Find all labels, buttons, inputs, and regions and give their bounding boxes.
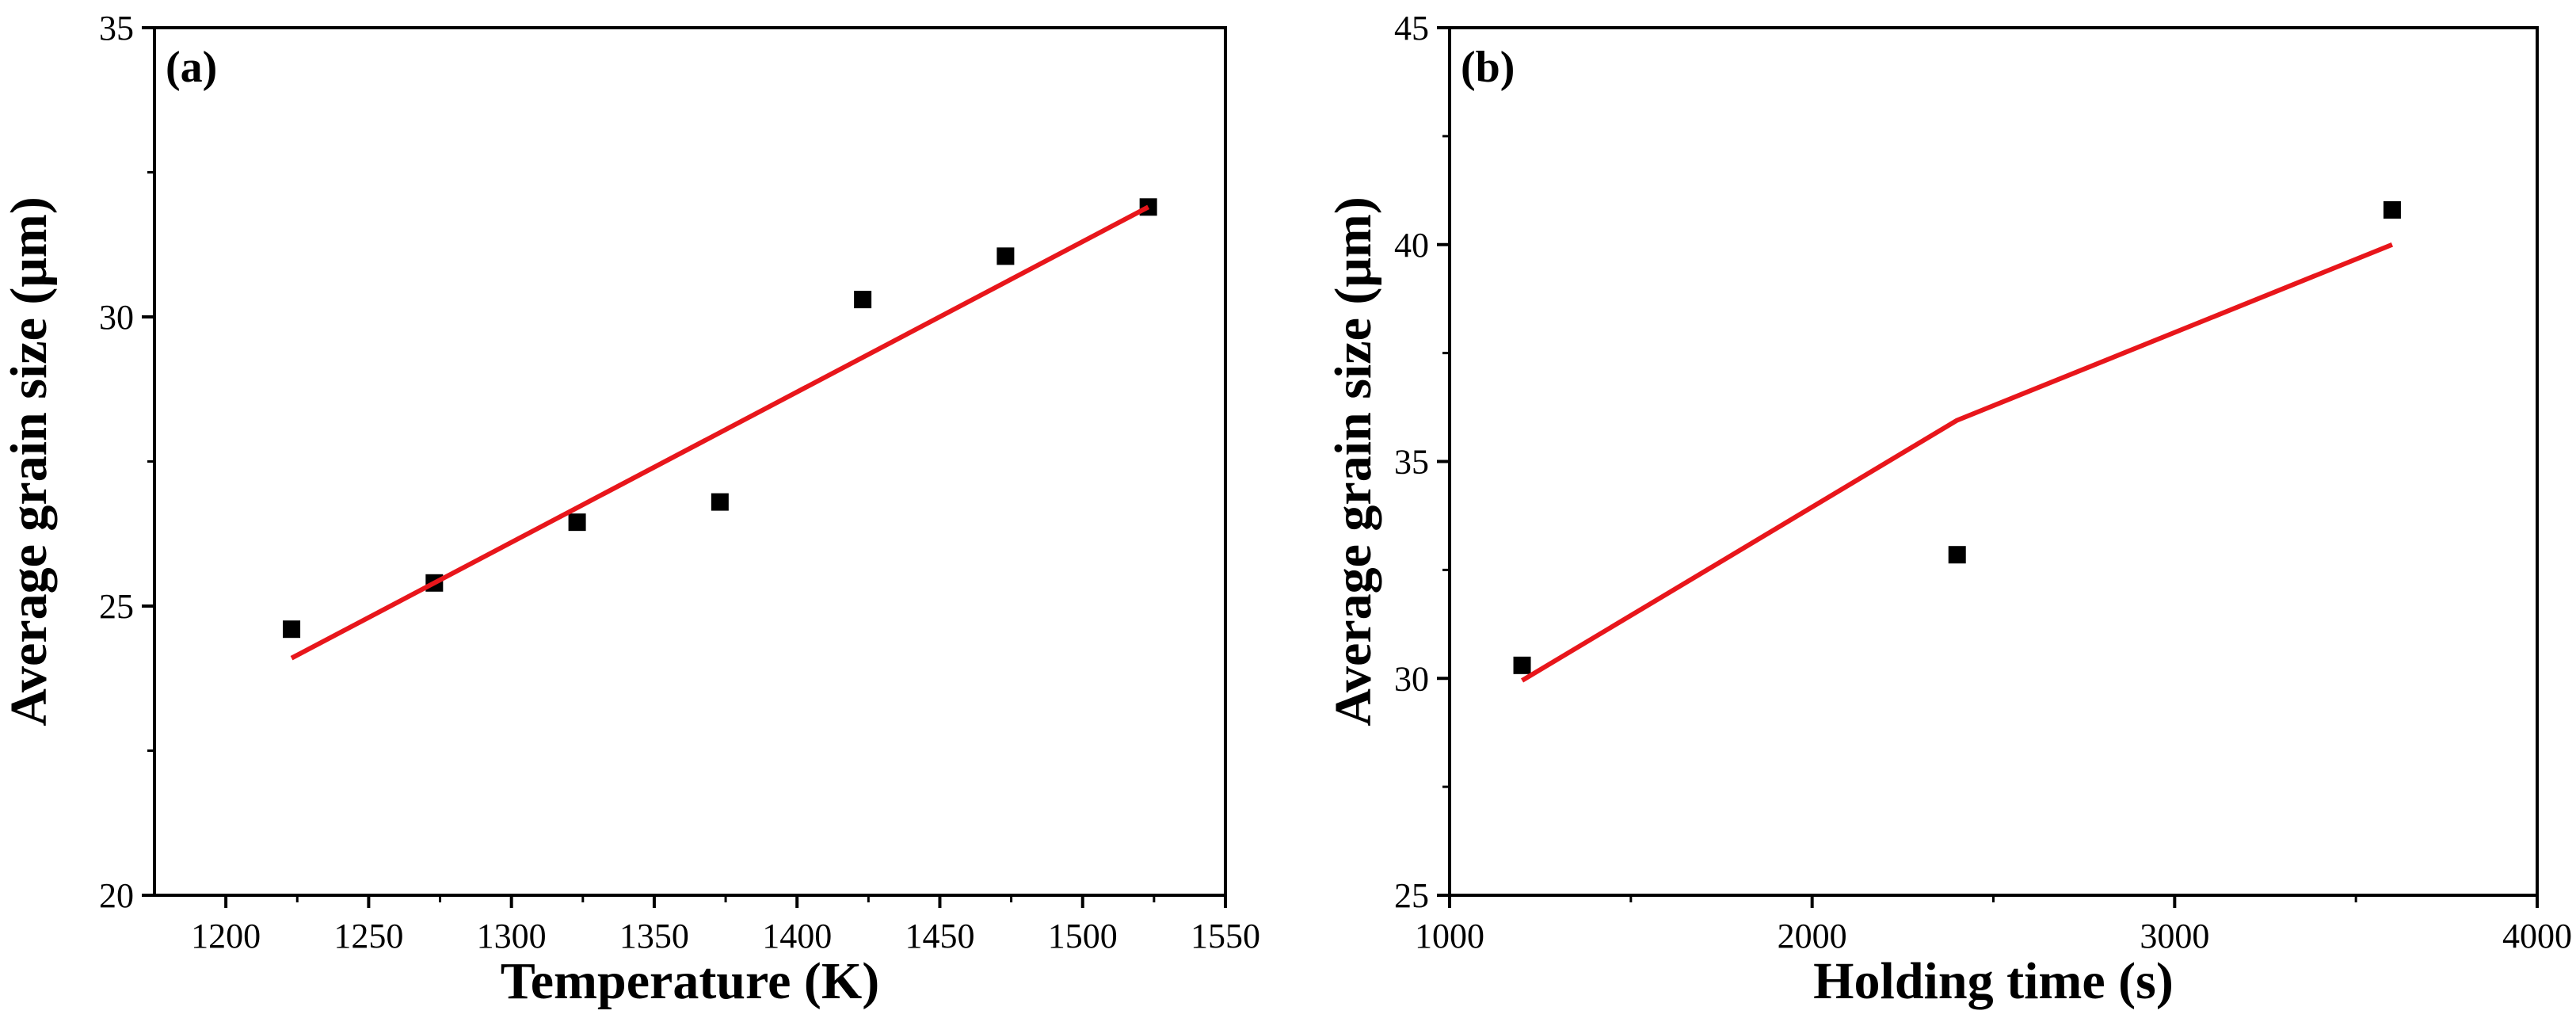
y-tick-label: 25 xyxy=(1394,876,1429,915)
fit-line xyxy=(1520,242,2394,683)
y-tick-label: 20 xyxy=(99,876,134,915)
x-tick-label: 3000 xyxy=(2140,917,2209,955)
data-point-marker xyxy=(1948,546,1966,564)
x-tick-label: 1400 xyxy=(762,917,832,955)
y-tick-label: 25 xyxy=(99,587,134,626)
panel-a-temperature-chart: 1200 1250 1300 1350 1400 1450 1500 1550 20 25 30 35… xyxy=(0,9,1260,1010)
x-axis-title: Temperature (K) xyxy=(501,952,879,1010)
data-point-marker xyxy=(711,493,729,511)
panel-label: (b) xyxy=(1461,43,1515,92)
y-tick-label: 45 xyxy=(1394,9,1429,48)
x-tick-label: 4000 xyxy=(2502,917,2572,955)
data-point-marker xyxy=(568,513,586,532)
x-tick-label: 1200 xyxy=(191,917,261,955)
y-tick-label: 40 xyxy=(1394,226,1429,265)
y-tick-label: 35 xyxy=(1394,443,1429,482)
fit-line xyxy=(290,204,1150,661)
data-point-marker xyxy=(996,247,1015,265)
x-tick-label: 1000 xyxy=(1415,917,1484,955)
data-point-marker xyxy=(2383,200,2401,219)
plot-frame xyxy=(153,26,1227,897)
panel-label: (a) xyxy=(166,43,217,92)
x-tick-label: 1300 xyxy=(477,917,547,955)
y-axis-title: Average grain size (μm) xyxy=(1324,196,1382,726)
data-point-marker xyxy=(1513,656,1531,674)
panel-b-holding-time-chart: 1000 2000 3000 4000 25 30 35 40 45 Holding time (… xyxy=(1324,9,2572,1010)
x-tick-label: 2000 xyxy=(1778,917,1847,955)
x-axis-title: Holding time (s) xyxy=(1813,952,2174,1010)
y-tick-label: 30 xyxy=(99,298,134,337)
y-tick-label: 35 xyxy=(99,9,134,48)
data-point-marker xyxy=(283,620,301,639)
x-tick-label: 1350 xyxy=(619,917,689,955)
y-tick-label: 30 xyxy=(1394,659,1429,698)
plot-frame xyxy=(1448,26,2539,897)
y-axis-title: Average grain size (μm) xyxy=(0,196,58,726)
x-tick-label: 1550 xyxy=(1191,917,1260,955)
x-tick-label: 1500 xyxy=(1048,917,1118,955)
x-tick-label: 1450 xyxy=(905,917,974,955)
x-tick-label: 1250 xyxy=(333,917,403,955)
data-point-marker xyxy=(854,291,872,309)
